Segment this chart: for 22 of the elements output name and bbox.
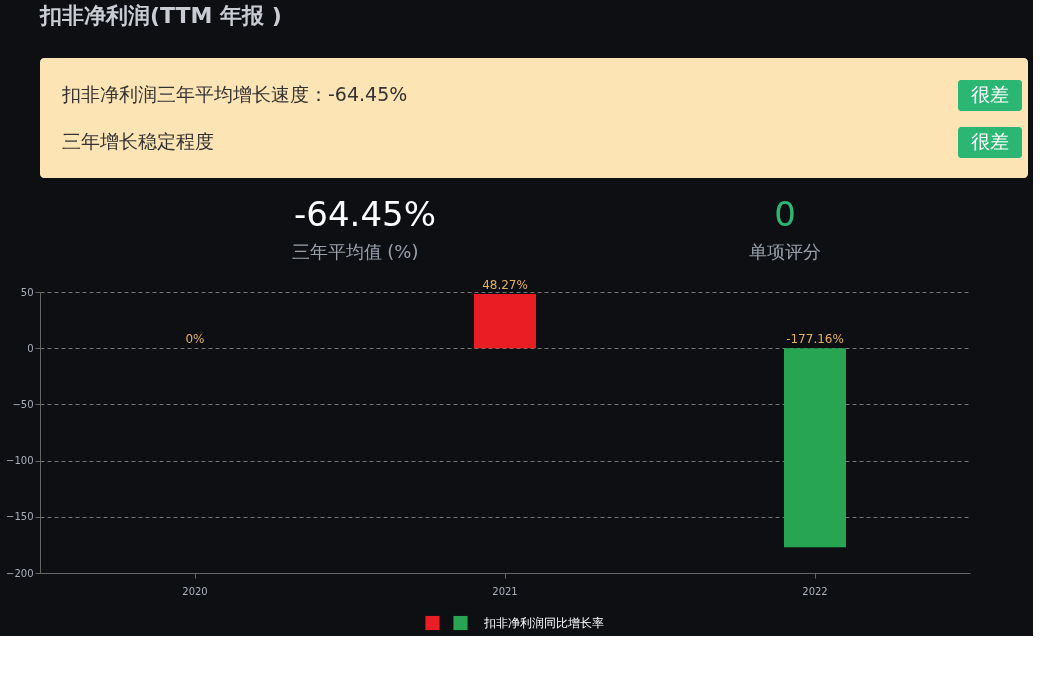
data-label: 0% (185, 332, 205, 347)
text: 单项评分 (749, 241, 821, 262)
text: 很差 (971, 130, 1009, 152)
text: 0 (774, 194, 796, 234)
text: -64.45% (294, 194, 436, 234)
y-tick-label: −150 (6, 511, 34, 523)
y-tick-label: −200 (6, 567, 34, 579)
y-tick-label: 0 (27, 342, 34, 354)
text: 扣非净利润三年平均增长速度：-64.45% (61, 83, 408, 105)
legend-label: 扣非净利润同比增长率 (482, 616, 604, 630)
text: 三年增长稳定程度 (62, 130, 214, 152)
text: 很差 (971, 83, 1009, 105)
y-tick-label: 50 (20, 286, 34, 298)
data-label: -177.16% (786, 332, 844, 347)
x-tick-label: 2021 (492, 585, 518, 597)
text: 三年平均值 (%) (291, 241, 419, 262)
data-label: 48.27% (482, 277, 528, 292)
x-tick-label: 2022 (802, 585, 828, 597)
y-tick-label: −50 (12, 398, 34, 410)
chart-title: 扣非净利润(TTM 年报 ) (39, 3, 282, 28)
x-tick-label: 2020 (182, 585, 208, 597)
y-tick-label: −100 (6, 455, 34, 467)
